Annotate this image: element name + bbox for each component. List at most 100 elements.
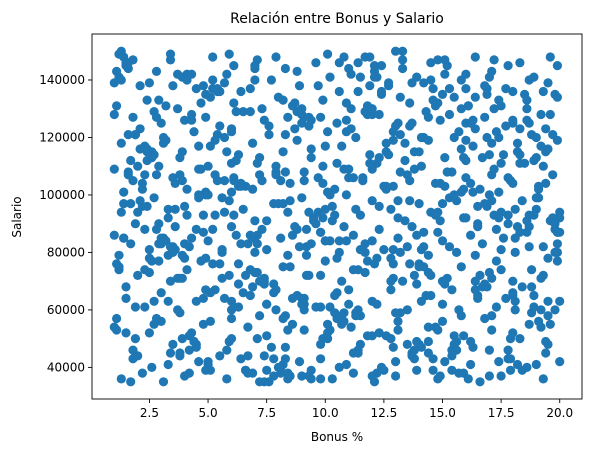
scatter-point [461,213,471,223]
scatter-point [477,153,487,163]
scatter-point [470,276,480,286]
scatter-point [346,124,356,134]
scatter-point [177,147,187,157]
scatter-point [236,86,246,97]
scatter-point [508,290,518,301]
scatter-point [503,345,513,355]
scatter-point [238,204,248,214]
scatter-point [341,359,351,370]
scatter-point [487,311,497,321]
scatter-point [362,331,373,341]
scatter-point [269,288,279,298]
scatter-point [144,253,154,263]
scatter-point [423,336,433,347]
scatter-point [266,342,276,352]
scatter-point [233,259,244,269]
scatter-point [491,224,501,234]
scatter-point [262,216,272,226]
scatter-point [529,302,539,312]
scatter-point [264,121,274,131]
scatter-point [189,127,199,137]
scatter-point [318,178,328,188]
scatter-point [395,92,405,102]
scatter-point [475,184,485,194]
scatter-point [437,89,448,99]
scatter-point [299,167,309,177]
scatter-point [238,107,248,117]
scatter-point [463,101,473,111]
scatter-point [510,305,520,315]
scatter-point [334,86,344,97]
scatter-point [503,210,513,220]
scatter-point [414,339,424,349]
scatter-point [444,109,455,120]
scatter-point [109,109,119,120]
scatter-point [182,265,192,275]
scatter-point [393,325,403,335]
scatter-point [444,242,455,252]
scatter-point [487,170,497,180]
scatter-point [140,302,150,312]
scatter-point [496,101,506,111]
scatter-point [353,58,363,68]
scatter-point [299,112,309,122]
scatter-point [201,112,211,122]
scatter-point [341,98,351,108]
scatter-point [480,81,490,91]
scatter-point [332,118,342,128]
scatter-point [276,176,286,186]
scatter-point [126,377,136,387]
scatter-point [512,359,523,370]
scatter-point [208,259,218,269]
scatter-point [393,118,403,128]
scatter-point [316,270,326,280]
scatter-point [330,308,340,318]
scatter-point [466,118,476,128]
scatter-point [229,61,239,71]
scatter-point [423,322,433,332]
scatter-point [362,256,373,266]
scatter-point [292,290,302,301]
scatter-point [116,207,126,217]
scatter-point [395,167,405,177]
scatter-point [158,132,169,143]
scatter-point [449,92,459,102]
scatter-point [433,227,443,237]
scatter-point [398,55,408,65]
scatter-point [154,95,164,105]
scatter-point [116,138,126,148]
scatter-point [433,325,443,335]
scatter-point [144,328,154,338]
y-axis-label: Salario [10,196,24,237]
scatter-point [269,354,279,364]
scatter-point [165,242,176,252]
scatter-point [503,219,513,229]
scatter-point [283,207,293,217]
scatter-point [517,196,527,206]
x-tick-label: 2.5 [140,406,159,420]
scatter-point [456,262,466,272]
scatter-point [543,311,553,321]
scatter-point [444,84,455,94]
scatter-point [388,342,398,352]
scatter-point [248,368,258,378]
scatter-point [501,84,511,94]
scatter-point [508,276,518,286]
scatter-point [550,305,560,315]
scatter-point [112,259,122,269]
y-axis-ticks: 40000 60000 80000 100000 120000 140000 [39,73,92,374]
scatter-point [491,256,501,266]
scatter-point [480,112,490,122]
scatter-point [144,78,154,88]
scatter-point [393,233,403,243]
scatter-point [205,316,215,326]
scatter-point [402,339,412,349]
scatter-point [515,124,525,134]
scatter-point [175,273,185,283]
scatter-point [367,109,377,120]
scatter-point [456,104,466,114]
scatter-point [219,293,230,303]
scatter-point [344,285,354,295]
scatter-point [182,210,192,220]
scatter-point [280,342,290,352]
